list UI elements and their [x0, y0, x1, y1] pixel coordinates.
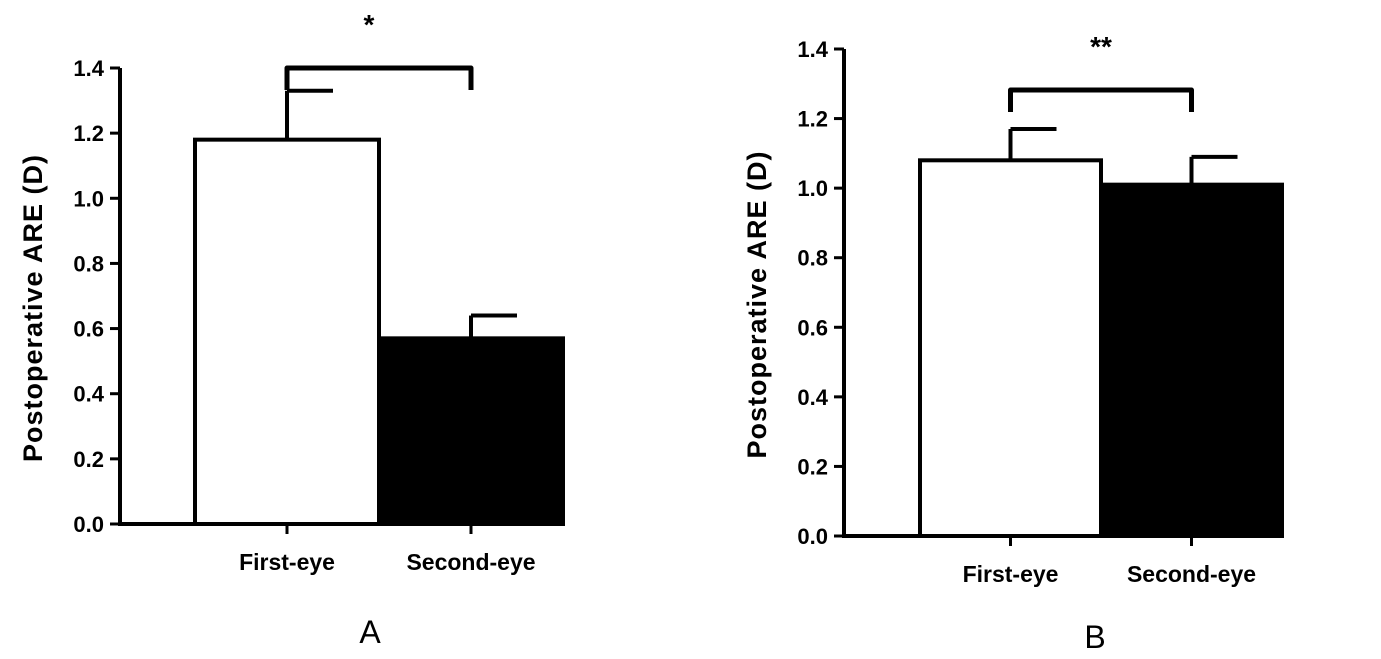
y-tick-label: 1.0	[73, 186, 104, 211]
y-axis-label: Postoperative ARE (D)	[742, 150, 772, 458]
y-tick-label: 1.0	[797, 176, 828, 201]
y-tick-label: 1.4	[73, 56, 104, 81]
y-tick-label: 0.0	[73, 512, 104, 537]
y-tick-label: 0.0	[797, 524, 828, 549]
y-tick-label: 0.2	[73, 447, 104, 472]
x-tick-label: Second-eye	[1127, 561, 1256, 587]
panel-b: 0.0 0.2 0.4 0.6 0.8 1.0 1.2 1.4 First-eye Second-…	[742, 31, 1284, 655]
y-tick-label: 0.6	[73, 317, 104, 342]
significance-bracket	[1008, 87, 1194, 112]
y-tick-label: 0.4	[797, 385, 828, 410]
bar-first-eye	[918, 158, 1103, 538]
y-tick-label: 0.4	[73, 382, 104, 407]
bar-first-eye	[193, 137, 381, 527]
y-tick-label: 0.6	[797, 315, 828, 340]
y-tick-label: 1.2	[73, 121, 104, 146]
x-tick-label: Second-eye	[406, 549, 535, 575]
y-tick-label: 0.2	[797, 454, 828, 479]
significance-label: *	[364, 9, 375, 40]
significance-bracket	[284, 65, 474, 90]
panel-label: B	[1084, 619, 1105, 655]
bar-second-eye	[377, 336, 565, 527]
bar-second-eye	[1099, 182, 1284, 539]
y-tick-label: 0.8	[797, 246, 828, 271]
y-tick-label: 0.8	[73, 251, 104, 276]
x-tick-label: First-eye	[239, 549, 335, 575]
y-axis-label: Postoperative ARE (D)	[18, 154, 48, 462]
panel-a: 0.0 0.2 0.4 0.6 0.8 1.0 1.2 1.4 First-eye Second-…	[18, 9, 565, 650]
y-tick-label: 1.2	[797, 107, 828, 132]
x-tick-label: First-eye	[963, 561, 1059, 587]
panel-label: A	[359, 614, 381, 650]
y-tick-label: 1.4	[797, 37, 828, 62]
significance-label: **	[1090, 31, 1112, 62]
